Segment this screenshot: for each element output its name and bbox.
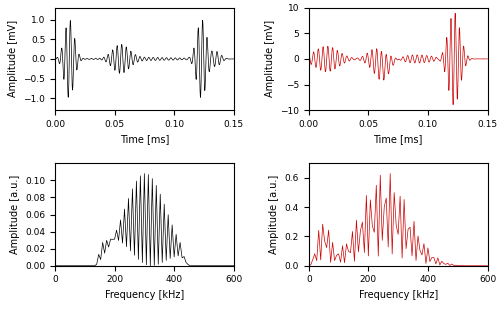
Y-axis label: Amplitude [mV]: Amplitude [mV]: [264, 20, 274, 97]
X-axis label: Time [ms]: Time [ms]: [374, 134, 423, 144]
Y-axis label: Amplitude [mV]: Amplitude [mV]: [8, 20, 18, 97]
X-axis label: Frequency [kHz]: Frequency [kHz]: [104, 290, 184, 300]
Y-axis label: Amplitude [a.u.]: Amplitude [a.u.]: [10, 175, 20, 254]
Y-axis label: Amplitude [a.u.]: Amplitude [a.u.]: [269, 175, 279, 254]
X-axis label: Frequency [kHz]: Frequency [kHz]: [358, 290, 438, 300]
X-axis label: Time [ms]: Time [ms]: [120, 134, 169, 144]
